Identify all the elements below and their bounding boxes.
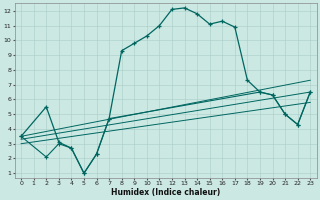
- X-axis label: Humidex (Indice chaleur): Humidex (Indice chaleur): [111, 188, 220, 197]
